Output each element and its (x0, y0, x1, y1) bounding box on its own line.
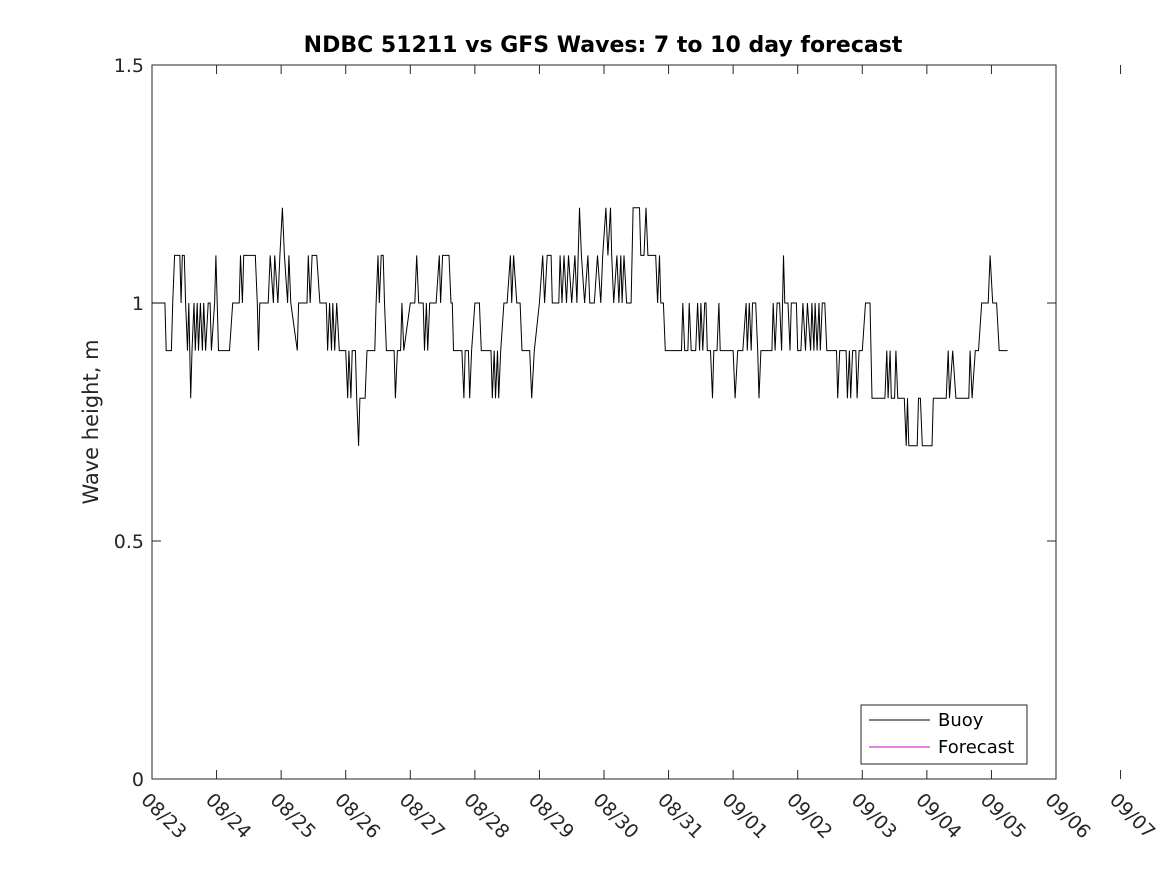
chart-title: NDBC 51211 vs GFS Waves: 7 to 10 day for… (304, 33, 903, 58)
y-tick-label: 1.5 (114, 55, 144, 77)
series-lines (152, 207, 1008, 447)
y-tick-label: 0 (132, 769, 144, 791)
y-tick-label: 1 (132, 293, 144, 315)
y-axis-tick-labels: 0 0.5 1 1.5 (114, 55, 144, 791)
y-axis-label: Wave height, m (79, 339, 103, 504)
series-line-buoy (152, 207, 1008, 447)
axis-ticks (151, 64, 1122, 780)
legend-label-buoy: Buoy (938, 710, 984, 731)
legend-box (860, 704, 1028, 765)
plot-area (151, 64, 1057, 780)
legend-label-forecast: Forecast (938, 737, 1014, 758)
y-tick-label: 0.5 (114, 531, 144, 553)
legend: Buoy Forecast (860, 704, 1028, 765)
